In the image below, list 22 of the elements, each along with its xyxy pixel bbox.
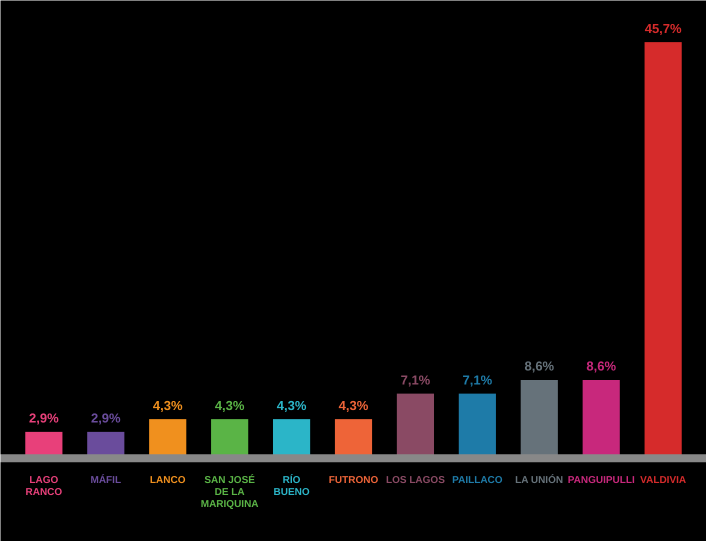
x-tick-label: LA UNIÓN [515, 474, 564, 486]
data-label: 4,3% [214, 398, 245, 413]
data-label: 7,1% [462, 372, 493, 388]
x-tick-label: LANCO [150, 474, 186, 486]
x-tick-label: VALDIVIA [640, 474, 686, 486]
x-tick-label: FUTRONO [328, 474, 378, 486]
data-label: 7,1% [400, 372, 431, 388]
x-tick-label: PANGUIPULLI [568, 474, 635, 486]
x-tick-label: LOS LAGOS [386, 474, 446, 486]
x-tick-label: RÍO BUENO [274, 474, 310, 498]
data-label: 2,9% [90, 410, 122, 426]
x-tick-label: MÁFIL [90, 474, 122, 486]
x-tick-label: PAILLACO [452, 474, 503, 486]
data-label: 4,3% [152, 398, 183, 413]
data-label: 4,3% [338, 398, 369, 413]
x-tick-label: SAN JOSÉ DE LA MARIQUINA [200, 474, 259, 510]
x-tick-label: LAGO RANCO [26, 474, 62, 498]
data-label: 2,9% [29, 410, 60, 426]
data-label: 8,6% [586, 358, 616, 374]
data-label: 45,7% [644, 20, 682, 36]
data-label: 4,3% [276, 398, 307, 413]
data-label: 8,6% [524, 358, 555, 374]
